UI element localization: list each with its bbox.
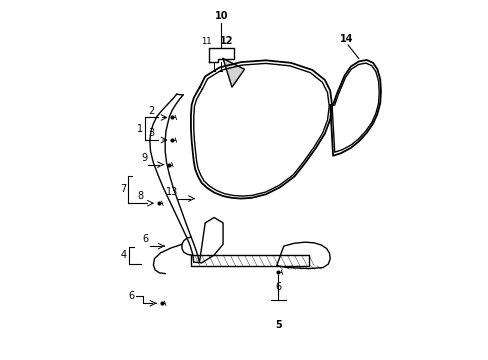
Text: 5: 5 [274,320,281,330]
Text: 12: 12 [220,36,233,46]
Text: 6: 6 [275,282,281,292]
Text: 14: 14 [339,33,352,44]
Text: 6: 6 [142,234,148,244]
Text: 8: 8 [137,192,143,202]
Text: 6: 6 [128,291,134,301]
Text: 9: 9 [141,153,147,163]
Text: 1: 1 [137,123,142,134]
Text: 11: 11 [200,37,211,46]
Text: 13: 13 [165,187,178,197]
Text: 2: 2 [148,106,154,116]
Text: 3: 3 [148,128,154,138]
Text: 10: 10 [214,11,227,21]
Text: 4: 4 [121,250,127,260]
Text: 7: 7 [120,184,126,194]
Polygon shape [223,59,244,87]
